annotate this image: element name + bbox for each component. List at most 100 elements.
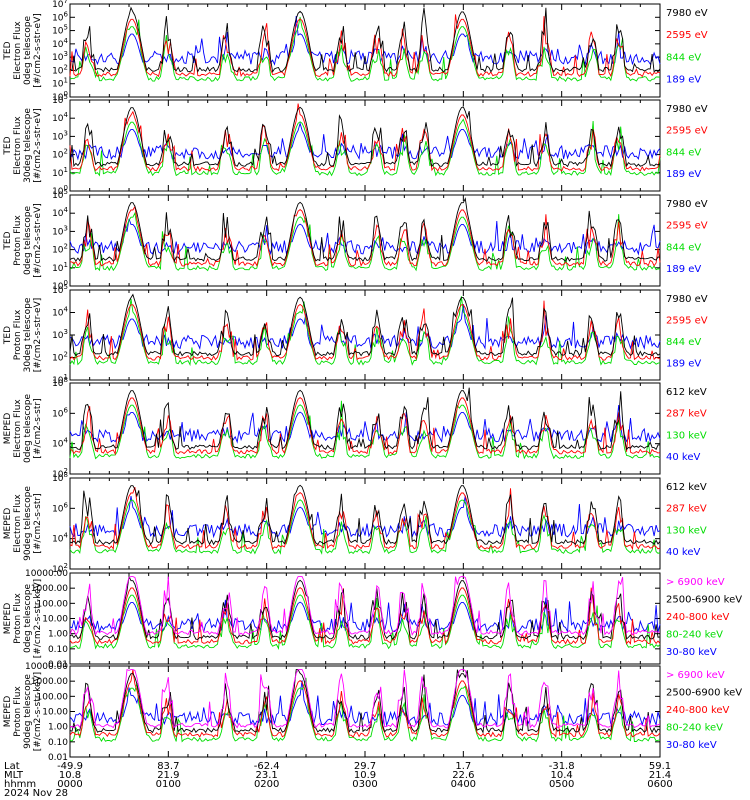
y-tick-label: 103 (52, 129, 68, 142)
series-line-3 (69, 211, 661, 272)
series-line-4 (69, 121, 661, 161)
panel-7: 0.010.101.0010.00100.001000.0010000.00ME… (3, 569, 742, 670)
y-axis-label: MEPEDElectron Flux90deg telescope[#/cm2-… (3, 486, 43, 561)
y-axis-label: TEDElectron Flux0deg telescope[#/cm2-s-s… (3, 13, 43, 88)
legend-entry: 2595 eV (666, 315, 708, 326)
y-tick-label: 104 (52, 306, 68, 319)
legend-entry: 612 keV (666, 482, 707, 493)
series-line-2 (69, 103, 661, 172)
legend-entry: 287 keV (666, 504, 707, 515)
x-tick-lat: -62.4 (254, 761, 280, 772)
y-tick-label: 100.00 (37, 692, 69, 702)
y-tick-label: 1000.00 (31, 677, 68, 687)
legend-entry: 2500-6900 keV (666, 688, 742, 699)
y-tick-label: 102 (52, 148, 68, 161)
y-tick-label: 103 (52, 224, 68, 237)
legend-entry: 7980 eV (666, 294, 708, 305)
legend-entry: 189 eV (666, 358, 701, 369)
legend-entry: 844 eV (666, 242, 701, 253)
y-axis-label: TEDProton Flux0deg telescope[#/cm2-s-str… (3, 203, 43, 278)
x-tick-mlt: 22.6 (452, 770, 474, 781)
x-axis-row-label: MLT (4, 770, 24, 781)
legend-entry: 189 eV (666, 264, 701, 275)
y-tick-label: 103 (52, 328, 68, 341)
series-line-4 (69, 404, 661, 444)
legend-entry: 130 keV (666, 525, 707, 536)
x-tick-hhmm: 0300 (352, 779, 377, 790)
legend-entry: 7980 eV (666, 8, 708, 19)
x-tick-hhmm: 0000 (57, 779, 82, 790)
legend-entry: 7980 eV (666, 104, 708, 115)
series-line-4 (69, 15, 661, 66)
legend-entry: 287 keV (666, 409, 707, 420)
series-line-2 (69, 205, 661, 267)
legend-entry: > 6900 keV (666, 577, 725, 588)
y-tick-label: 104 (52, 206, 68, 219)
panel-frame (69, 289, 661, 381)
y-tick-label: 10000.00 (25, 662, 68, 672)
x-tick-mlt: 21.9 (157, 770, 179, 781)
panel-frame (69, 3, 661, 98)
y-tick-label: 0.01 (48, 753, 68, 763)
y-tick-label: 106 (52, 10, 68, 23)
legend-entry: 844 eV (666, 337, 701, 348)
series-line-2 (69, 14, 661, 78)
series-line-3 (69, 296, 661, 367)
y-tick-label: 106 (52, 501, 68, 514)
series-line-4 (69, 677, 661, 743)
y-tick-label: 104 (52, 437, 68, 450)
legend-entry: 2595 eV (666, 30, 708, 41)
y-tick-label: 10.00 (42, 615, 68, 625)
series-line-3 (69, 499, 661, 555)
series-line-5 (69, 597, 661, 634)
y-tick-label: 0.10 (48, 738, 68, 748)
x-axis-row-label: 2024 Nov 28 (4, 788, 68, 799)
panel-frame (69, 194, 661, 287)
series-line-2 (69, 487, 661, 551)
legend-entry: 30-80 keV (666, 647, 717, 658)
x-axis-row-label: Lat (4, 761, 20, 772)
y-tick-label: 102 (52, 243, 68, 256)
x-tick-hhmm: 0600 (647, 779, 672, 790)
panel-8: 0.01 0.10 1.00 10.00 100.00 1000.00 10000.00ME… (3, 662, 742, 763)
y-tick-label: 104 (52, 532, 68, 545)
x-tick-mlt: 10.9 (354, 770, 376, 781)
legend-entry: 30-80 keV (666, 740, 717, 751)
legend-entry: 80-240 keV (666, 630, 723, 641)
series-line-1 (69, 6, 661, 74)
legend-entry: 189 eV (666, 74, 701, 85)
y-tick-label: 101 (52, 166, 68, 179)
legend-entry: 40 keV (666, 452, 700, 463)
x-tick-hhmm: 0500 (549, 779, 574, 790)
series-line-1 (69, 484, 661, 546)
legend-entry: 612 keV (666, 387, 707, 398)
legend-entry: 240-800 keV (666, 612, 730, 623)
panel-frame (69, 665, 661, 758)
series-line-1 (69, 197, 661, 263)
legend-entry: 240-800 keV (666, 705, 730, 716)
y-tick-label: 10000.00 (25, 569, 68, 579)
y-tick-label: 103 (52, 50, 68, 63)
y-tick-label: 0.10 (48, 645, 68, 655)
y-tick-label: 1000.00 (31, 584, 68, 594)
y-tick-label: 0.01 (48, 660, 68, 670)
series-line-2 (69, 397, 661, 456)
legend-entry: 80-240 keV (666, 723, 723, 734)
panel-frame (69, 477, 661, 570)
legend-entry: > 6900 keV (666, 670, 725, 681)
legend-entry: 844 eV (666, 147, 701, 158)
x-tick-lat: -49.9 (57, 761, 83, 772)
x-tick-lat: 83.7 (157, 761, 179, 772)
y-tick-label: 105 (52, 24, 68, 37)
legend-entry: 7980 eV (666, 199, 708, 210)
series-line-4 (69, 303, 661, 351)
x-tick-hhmm: 0400 (451, 779, 476, 790)
y-tick-label: 10.00 (42, 708, 68, 718)
series-line-3 (69, 118, 661, 177)
series-line-4 (69, 218, 661, 256)
series-line-1 (69, 106, 661, 168)
